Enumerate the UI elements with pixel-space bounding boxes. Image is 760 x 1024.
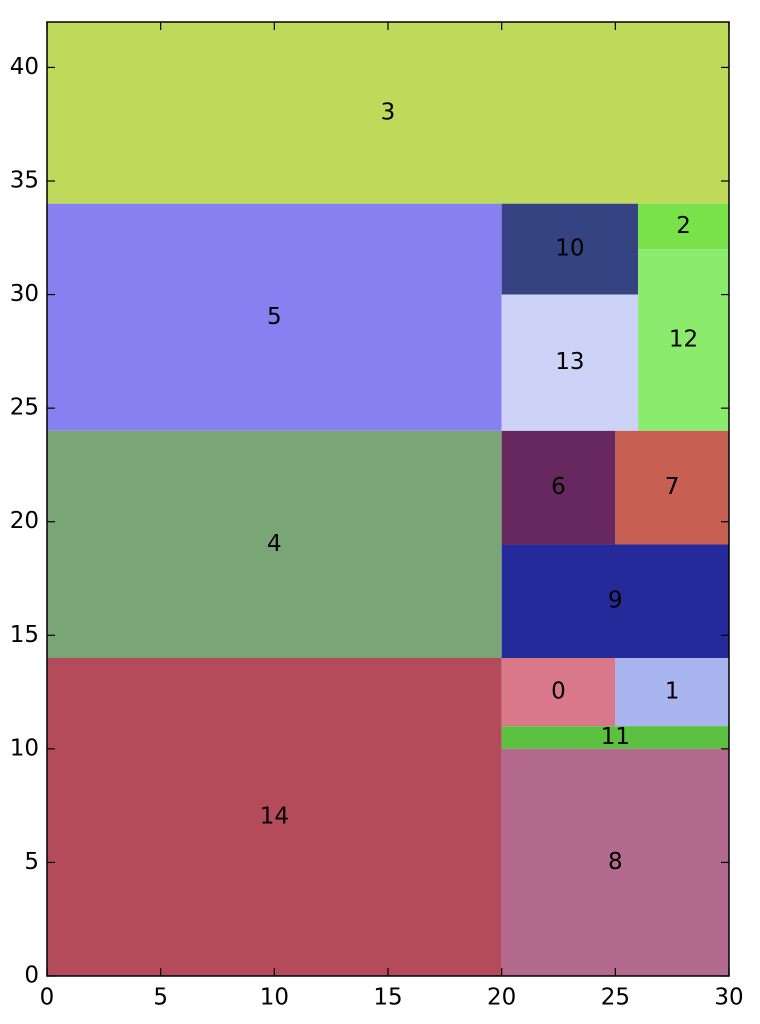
- rect-label: 11: [601, 724, 630, 750]
- rect-label: 5: [267, 304, 282, 330]
- y-tick-label: 10: [10, 735, 39, 761]
- rect-label: 13: [555, 349, 584, 375]
- rect: [501, 544, 729, 658]
- rect: [615, 658, 729, 727]
- y-tick-label: 25: [10, 395, 39, 421]
- rect-label: 7: [665, 474, 680, 500]
- rect-label: 14: [260, 804, 289, 830]
- rect-label: 4: [267, 531, 282, 557]
- rect: [501, 726, 729, 749]
- rect-label: 12: [669, 327, 698, 353]
- rect: [501, 748, 729, 976]
- rect: [47, 430, 502, 658]
- rect-label: 3: [381, 99, 396, 125]
- y-tick-label: 0: [24, 963, 39, 989]
- x-tick-label: 25: [601, 985, 630, 1011]
- rect-label: 0: [551, 679, 566, 705]
- rect: [47, 658, 502, 976]
- x-tick-label: 20: [487, 985, 516, 1011]
- y-tick-label: 20: [10, 508, 39, 534]
- rect: [47, 203, 502, 431]
- rect: [638, 203, 729, 250]
- rect: [501, 430, 616, 545]
- y-tick-label: 40: [10, 54, 39, 80]
- rect: [638, 249, 729, 431]
- rect: [501, 658, 616, 727]
- x-tick-label: 0: [40, 985, 55, 1011]
- y-tick-label: 15: [10, 622, 39, 648]
- x-tick-label: 30: [714, 985, 743, 1011]
- y-tick-label: 30: [10, 281, 39, 307]
- rect-label: 9: [608, 588, 623, 614]
- rect-label: 10: [555, 236, 584, 262]
- x-tick-label: 5: [153, 985, 168, 1011]
- y-tick-label: 35: [10, 168, 39, 194]
- rect: [615, 430, 729, 545]
- x-tick-label: 15: [373, 985, 402, 1011]
- rect-label: 8: [608, 849, 623, 875]
- rect: [47, 22, 729, 204]
- rect-label: 2: [676, 213, 691, 239]
- x-tick-label: 10: [260, 985, 289, 1011]
- rect: [501, 203, 639, 295]
- rect-label: 1: [665, 679, 680, 705]
- y-tick-label: 5: [24, 849, 39, 875]
- rect-label: 6: [551, 474, 566, 500]
- rect: [501, 294, 639, 431]
